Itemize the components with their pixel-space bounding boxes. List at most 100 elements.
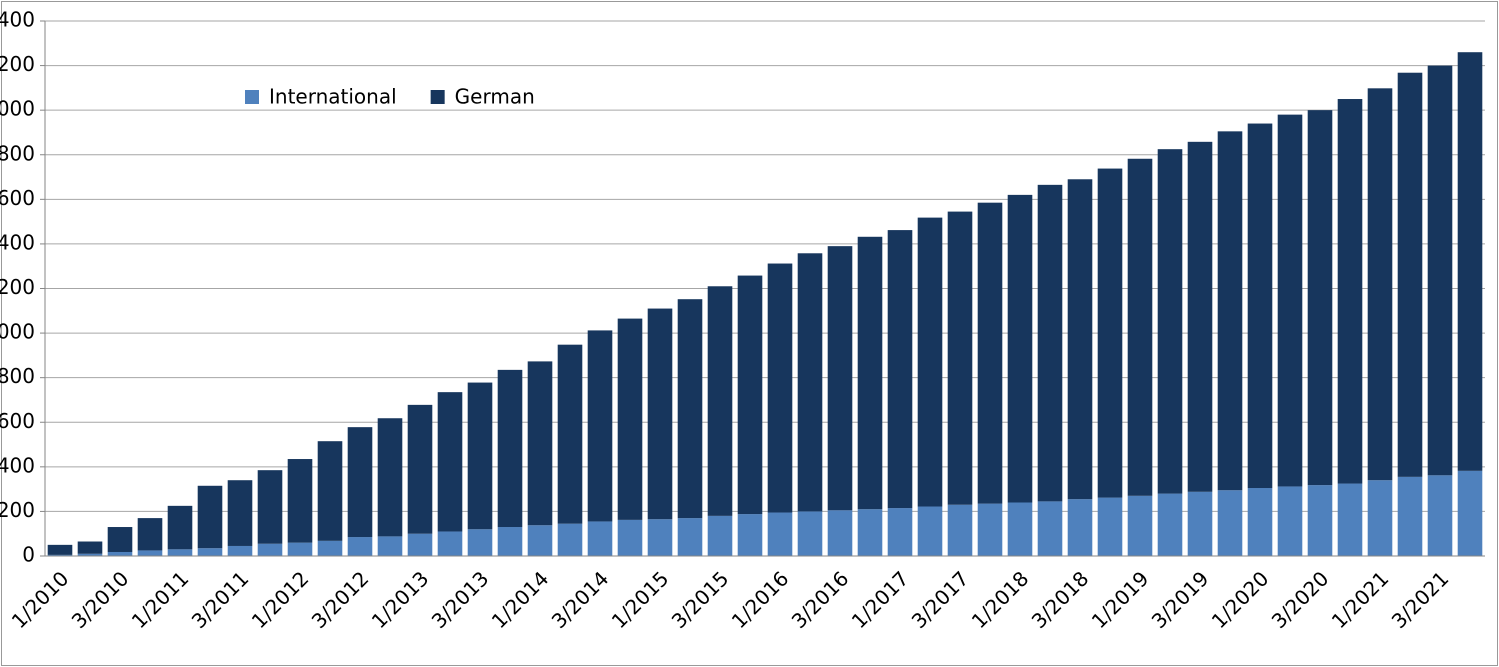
y-tick-label: 200 [0,498,35,522]
bar [287,459,313,543]
bar [227,545,253,556]
y-tick-label: 2200 [0,52,35,76]
bar [317,540,343,556]
bar [407,404,433,534]
bar [527,361,553,526]
y-tick-label: 400 [0,453,35,477]
bar [1457,52,1483,471]
x-tick-label: 3/2014 [547,566,614,633]
legend-swatch [245,90,259,104]
bar [1307,485,1333,556]
bar [257,543,283,556]
y-tick-label: 1400 [0,230,35,254]
bar [1037,184,1063,502]
bar [167,549,193,556]
x-tick-label: 3/2018 [1027,566,1094,633]
y-tick-label: 1800 [0,141,35,165]
bar [1427,475,1453,556]
bar [1187,491,1213,556]
bar [707,286,733,516]
bar [1367,88,1393,481]
bar [197,548,223,556]
bar [1217,131,1243,491]
bar [107,527,133,552]
bar [347,427,373,538]
bar [1367,480,1393,556]
y-tick-label: 0 [22,543,35,567]
bar [1307,110,1333,486]
bar [797,253,823,512]
bar [77,553,103,556]
x-tick-label: 3/2019 [1147,566,1214,633]
x-tick-label: 1/2020 [1207,566,1274,633]
bar [887,508,913,556]
bar [1007,194,1033,503]
bar [77,541,103,554]
x-tick-label: 1/2013 [367,566,434,633]
bar [1427,65,1453,476]
bar [1397,72,1423,477]
bar [1277,486,1303,556]
y-tick-label: 800 [0,364,35,388]
y-tick-label: 2400 [0,8,35,32]
bar [1097,497,1123,556]
bar [827,510,853,556]
bar [1247,488,1273,556]
x-tick-label: 3/2021 [1387,566,1454,633]
bar [347,537,373,556]
y-tick-label: 2000 [0,97,35,121]
bar [677,299,703,519]
bar [857,236,883,510]
bar [1277,114,1303,487]
bar [587,330,613,522]
bar [47,554,73,556]
bar [137,518,163,551]
bar [227,480,253,546]
bar [887,230,913,509]
bar [617,519,643,556]
bar [527,525,553,556]
bar [1217,490,1243,556]
bar [587,521,613,556]
bar [407,533,433,556]
x-tick-label: 1/2016 [727,566,794,633]
bar [617,318,643,520]
x-tick-label: 3/2010 [67,566,134,633]
bar [377,536,403,556]
x-tick-label: 1/2019 [1087,566,1154,633]
bar [287,542,313,556]
bar [1457,470,1483,556]
x-tick-label: 1/2017 [847,566,914,633]
legend-label: German [455,85,535,109]
y-tick-label: 1000 [0,320,35,344]
bar [167,505,193,550]
bar [947,211,973,505]
bar [197,485,223,549]
x-tick-label: 3/2012 [307,566,374,633]
bar [47,544,73,555]
bar [437,531,463,556]
x-tick-label: 1/2014 [487,566,554,633]
y-tick-label: 1200 [0,275,35,299]
bar [1247,123,1273,489]
bar [917,506,943,556]
bar [1067,499,1093,556]
bar [257,470,283,544]
bar [797,511,823,556]
bar [557,344,583,524]
y-tick-label: 600 [0,409,35,433]
x-tick-label: 1/2010 [7,566,74,633]
bar [377,418,403,537]
bar [107,551,133,556]
bar [317,441,343,541]
bar [677,518,703,556]
bar [1157,493,1183,556]
bar [1337,483,1363,556]
bar [947,504,973,556]
bar [1067,179,1093,500]
bar [737,275,763,515]
bar [467,529,493,556]
bar [1187,141,1213,492]
bar [467,382,493,530]
